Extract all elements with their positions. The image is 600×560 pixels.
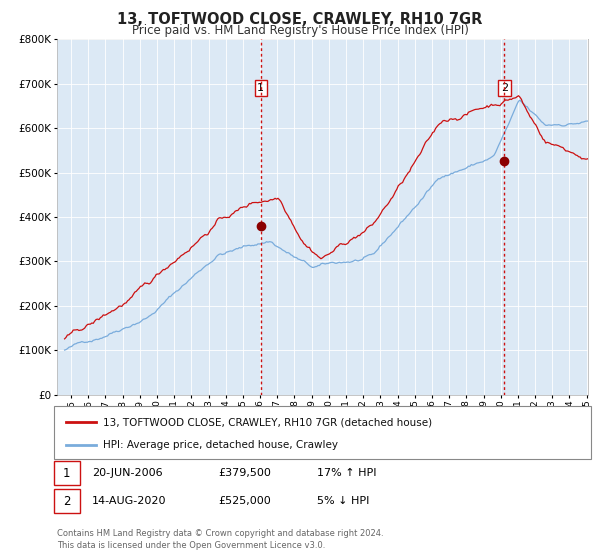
Text: 20-JUN-2006: 20-JUN-2006 [92, 468, 163, 478]
Text: £379,500: £379,500 [218, 468, 271, 478]
Text: Price paid vs. HM Land Registry's House Price Index (HPI): Price paid vs. HM Land Registry's House … [131, 24, 469, 36]
Text: 13, TOFTWOOD CLOSE, CRAWLEY, RH10 7GR: 13, TOFTWOOD CLOSE, CRAWLEY, RH10 7GR [118, 12, 482, 27]
Text: 13, TOFTWOOD CLOSE, CRAWLEY, RH10 7GR (detached house): 13, TOFTWOOD CLOSE, CRAWLEY, RH10 7GR (d… [103, 417, 433, 427]
Text: 1: 1 [257, 83, 264, 93]
Text: HPI: Average price, detached house, Crawley: HPI: Average price, detached house, Craw… [103, 440, 338, 450]
Text: 5% ↓ HPI: 5% ↓ HPI [317, 496, 369, 506]
Text: 2: 2 [63, 494, 71, 508]
Text: £525,000: £525,000 [218, 496, 271, 506]
Text: 1: 1 [63, 466, 71, 480]
Text: 2: 2 [500, 83, 508, 93]
Text: 14-AUG-2020: 14-AUG-2020 [92, 496, 166, 506]
Text: 17% ↑ HPI: 17% ↑ HPI [317, 468, 376, 478]
Text: Contains HM Land Registry data © Crown copyright and database right 2024.
This d: Contains HM Land Registry data © Crown c… [57, 529, 383, 550]
